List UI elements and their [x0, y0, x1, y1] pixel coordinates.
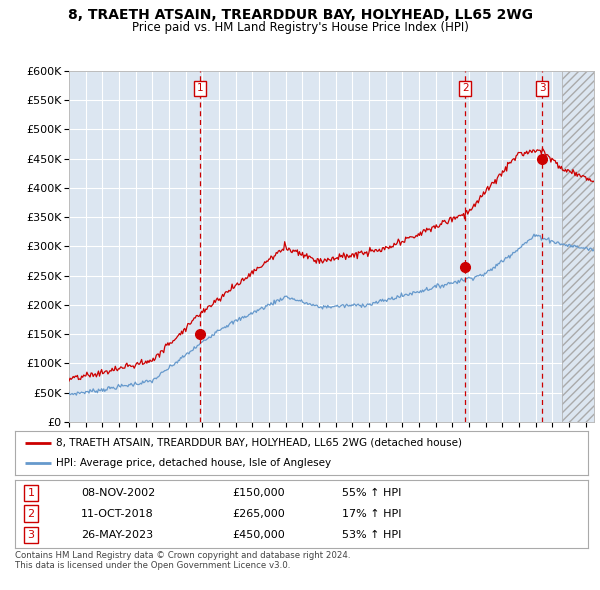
- Text: 1: 1: [197, 83, 203, 93]
- Text: 3: 3: [28, 530, 35, 540]
- Text: £265,000: £265,000: [233, 509, 286, 519]
- Text: 8, TRAETH ATSAIN, TREARDDUR BAY, HOLYHEAD, LL65 2WG: 8, TRAETH ATSAIN, TREARDDUR BAY, HOLYHEA…: [67, 8, 533, 22]
- Text: £450,000: £450,000: [233, 530, 286, 540]
- Bar: [562, 71, 594, 422]
- Text: 1: 1: [28, 489, 35, 498]
- Text: 53% ↑ HPI: 53% ↑ HPI: [341, 530, 401, 540]
- Text: £150,000: £150,000: [233, 489, 286, 498]
- Text: 55% ↑ HPI: 55% ↑ HPI: [341, 489, 401, 498]
- Text: 17% ↑ HPI: 17% ↑ HPI: [341, 509, 401, 519]
- Text: 2: 2: [28, 509, 35, 519]
- Text: 8, TRAETH ATSAIN, TREARDDUR BAY, HOLYHEAD, LL65 2WG (detached house): 8, TRAETH ATSAIN, TREARDDUR BAY, HOLYHEA…: [56, 438, 462, 448]
- Text: 08-NOV-2002: 08-NOV-2002: [81, 489, 155, 498]
- Text: Contains HM Land Registry data © Crown copyright and database right 2024.
This d: Contains HM Land Registry data © Crown c…: [15, 551, 350, 571]
- Text: Price paid vs. HM Land Registry's House Price Index (HPI): Price paid vs. HM Land Registry's House …: [131, 21, 469, 34]
- Text: 11-OCT-2018: 11-OCT-2018: [81, 509, 154, 519]
- Text: 2: 2: [462, 83, 469, 93]
- Text: 3: 3: [539, 83, 545, 93]
- Text: 26-MAY-2023: 26-MAY-2023: [81, 530, 153, 540]
- Text: HPI: Average price, detached house, Isle of Anglesey: HPI: Average price, detached house, Isle…: [56, 458, 331, 468]
